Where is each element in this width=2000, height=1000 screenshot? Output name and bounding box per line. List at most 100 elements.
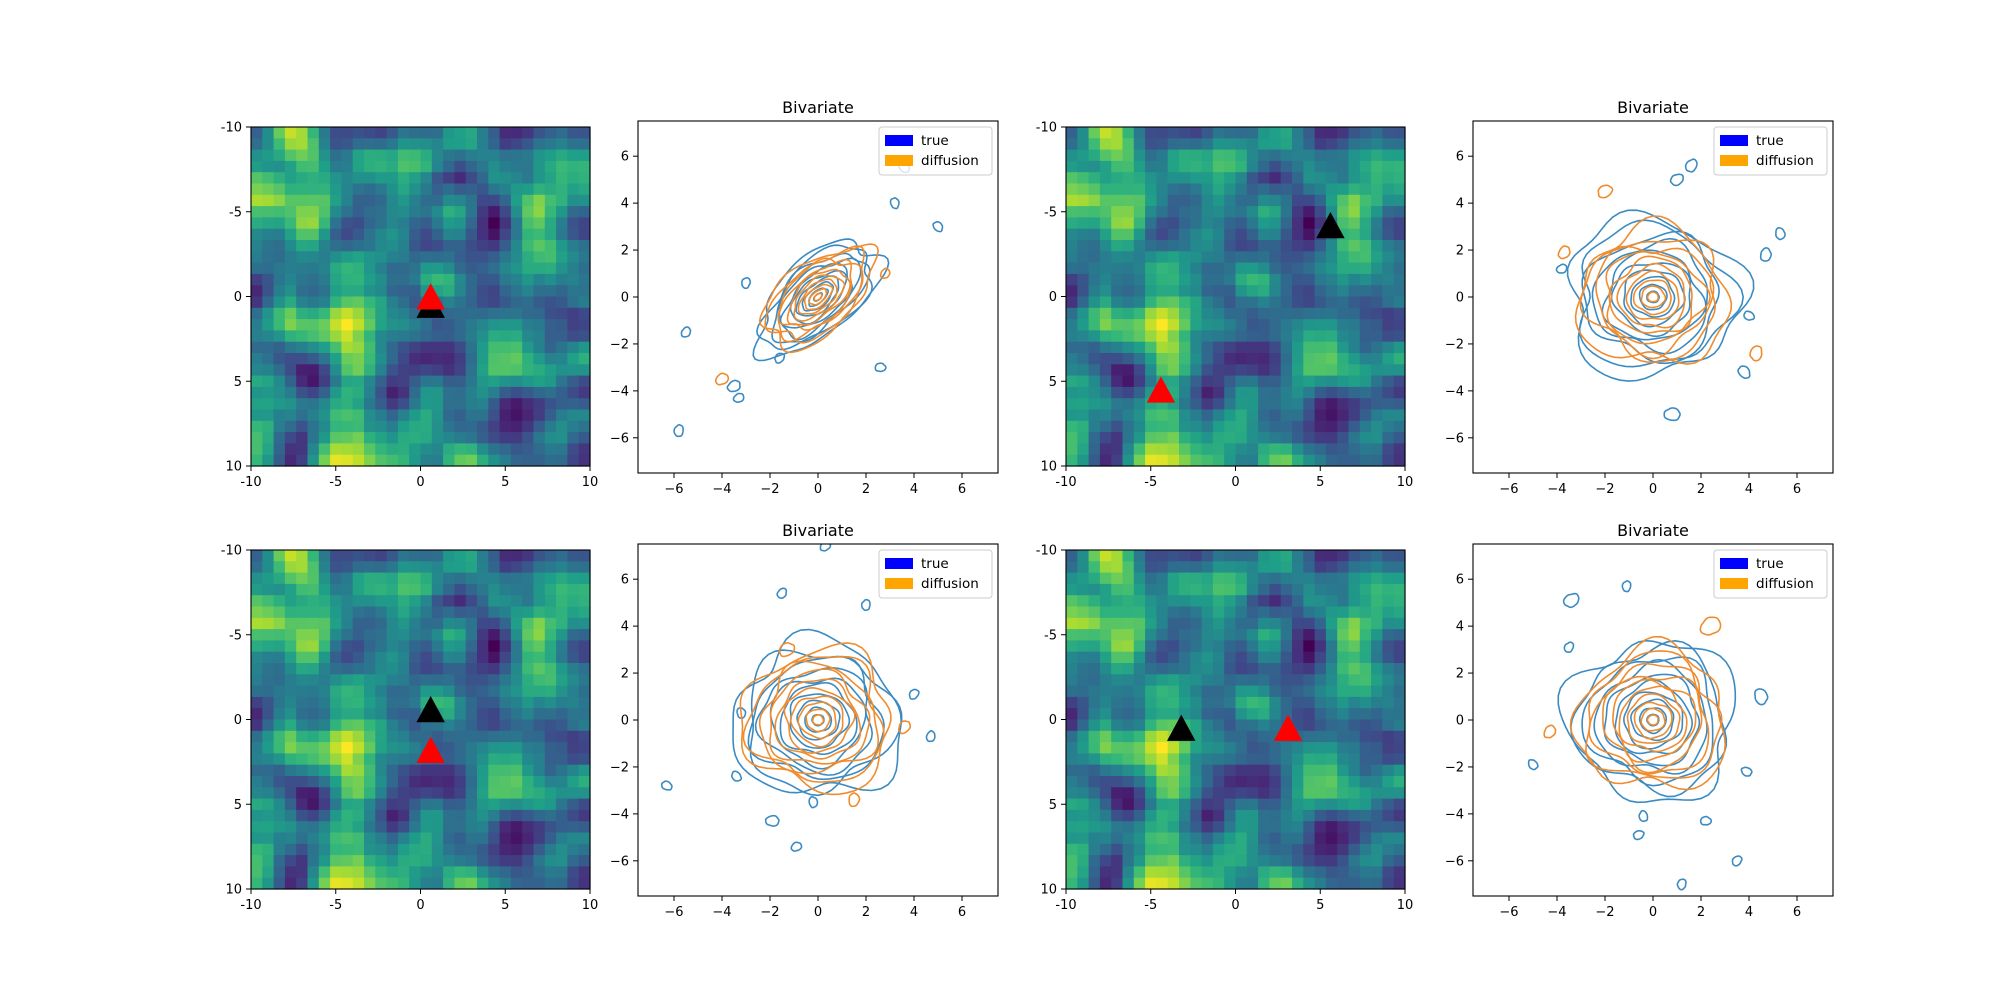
heatmap-cell — [443, 821, 455, 834]
heatmap-cell — [262, 398, 275, 411]
heatmap-cell — [1359, 330, 1372, 343]
legend-label-true: true — [921, 556, 949, 572]
heatmap-cell — [1077, 160, 1090, 173]
heatmap-cell — [544, 307, 557, 320]
heatmap-cell — [1314, 719, 1327, 732]
heatmap-cell — [420, 866, 433, 879]
heatmap-cell — [1133, 206, 1146, 218]
heatmap-cell — [1393, 595, 1406, 608]
heatmap-cell — [397, 606, 410, 619]
heatmap-cell — [477, 730, 489, 743]
heatmap-cell — [1167, 454, 1180, 467]
heatmap-cell — [533, 251, 546, 264]
heatmap-cell — [1325, 206, 1338, 218]
heatmap-cell — [1382, 776, 1395, 788]
heatmap-cell — [1292, 206, 1304, 218]
heatmap-cell — [296, 420, 309, 433]
true-contour-island — [1638, 809, 1649, 823]
heatmap-cell — [488, 561, 501, 574]
heatmap-cell — [443, 364, 455, 377]
heatmap-cell — [1145, 206, 1157, 218]
heatmap-cell — [1325, 262, 1338, 275]
heatmap-cell — [1269, 160, 1282, 173]
heatmap-cell — [1314, 330, 1327, 343]
heatmap-cell — [375, 696, 388, 709]
heatmap-cell — [477, 617, 489, 630]
heatmap-cell — [1111, 595, 1124, 608]
heatmap-cell — [409, 685, 422, 698]
heatmap-cell — [1201, 730, 1214, 743]
heatmap-cell — [364, 398, 376, 411]
heatmap-cell — [262, 809, 275, 822]
heatmap-cell — [296, 561, 309, 574]
heatmap-cell — [352, 138, 365, 151]
heatmap-cell — [1088, 798, 1101, 811]
heatmap-cell — [273, 296, 286, 309]
heatmap-cell — [1314, 606, 1327, 619]
heatmap-cell — [1190, 160, 1203, 173]
heatmap-cell — [1167, 674, 1180, 687]
heatmap-cell — [262, 550, 275, 562]
heatmap-cell — [1122, 629, 1135, 641]
heatmap-cell — [1145, 787, 1157, 800]
heatmap-cell — [1179, 432, 1191, 444]
heatmap-cell — [1224, 640, 1237, 653]
heatmap-cell — [1292, 251, 1304, 264]
heatmap-cell — [1292, 866, 1304, 879]
legend-swatch-true — [885, 135, 913, 146]
heatmap-cell — [454, 866, 467, 879]
heatmap-cell — [488, 787, 501, 800]
heatmap-cell — [1167, 149, 1180, 162]
heatmap-cell — [1246, 127, 1259, 139]
heatmap-cell — [397, 843, 410, 856]
heatmap-cell — [1382, 409, 1395, 422]
heatmap-cell — [1066, 375, 1078, 388]
heatmap-cell — [556, 273, 568, 286]
heatmap-cell — [330, 674, 342, 687]
heatmap-cell — [1224, 319, 1237, 331]
heatmap-cell — [397, 719, 410, 732]
true-contour-level — [804, 706, 833, 733]
true-contour-level — [1638, 283, 1668, 311]
heatmap-cell — [1393, 629, 1406, 641]
heatmap-cell — [488, 617, 501, 630]
heatmap-cell — [262, 364, 275, 377]
heatmap-cell — [409, 561, 422, 574]
heatmap-cell — [1167, 595, 1180, 608]
heatmap-cell — [454, 138, 467, 151]
heatmap-cell — [477, 809, 489, 822]
heatmap-cell — [1382, 398, 1395, 411]
heatmap-cell — [1179, 855, 1191, 867]
heatmap-cell — [1099, 443, 1112, 456]
heatmap-cell — [409, 409, 422, 422]
heatmap-cell — [1156, 787, 1169, 800]
heatmap-cell — [1303, 432, 1316, 444]
heatmap-cell — [1258, 753, 1270, 766]
heatmap-cell — [522, 285, 535, 298]
heatmap-cell — [386, 595, 399, 608]
heatmap-cell — [273, 443, 286, 456]
heatmap-cell — [1292, 420, 1304, 433]
heatmap-cell — [465, 420, 478, 433]
heatmap-cell — [1224, 364, 1237, 377]
heatmap-cell — [1246, 443, 1259, 456]
heatmap-cell — [420, 432, 433, 444]
heatmap-cell — [352, 572, 365, 585]
y-tick-label: 6 — [1456, 573, 1464, 588]
heatmap-cell — [1111, 432, 1124, 444]
heatmap-cell — [251, 262, 263, 275]
heatmap-cell — [443, 420, 455, 433]
heatmap-cell — [477, 319, 489, 331]
heatmap-cell — [386, 296, 399, 309]
heatmap-cell — [1156, 432, 1169, 444]
heatmap-cell — [1303, 629, 1316, 641]
heatmap-cell — [431, 787, 444, 800]
heatmap-cell — [1111, 194, 1124, 207]
heatmap-cell — [544, 787, 557, 800]
heatmap-cell — [499, 330, 512, 343]
heatmap-cell — [1066, 319, 1078, 331]
heatmap-cell — [1382, 753, 1395, 766]
y-tick-label: 0 — [621, 291, 629, 306]
heatmap-cell — [273, 454, 286, 467]
y-tick-label: -5 — [229, 205, 242, 220]
